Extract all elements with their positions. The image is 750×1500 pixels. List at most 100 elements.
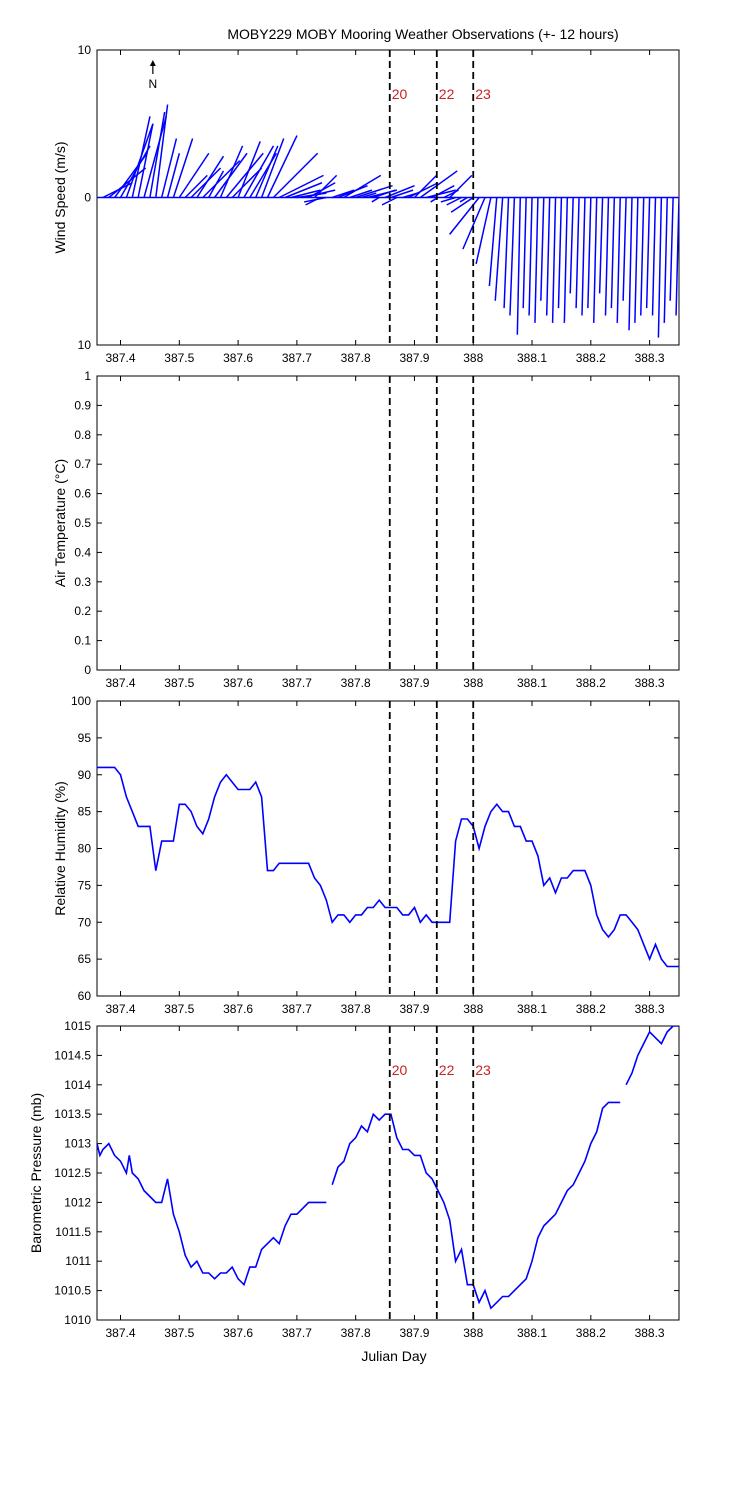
x-tick-label: 388.2 [576, 1002, 606, 1016]
wind-vector [137, 123, 154, 198]
y-tick-label: 0.2 [74, 604, 91, 618]
wind-vector [178, 152, 210, 198]
series-line [625, 1026, 679, 1086]
wind-vector [160, 138, 178, 198]
x-tick-label: 387.8 [341, 1326, 371, 1340]
wind-vector [598, 197, 604, 294]
y-tick-label: 0.6 [74, 487, 91, 501]
wind-vector [551, 197, 557, 323]
wind-vector [569, 197, 574, 294]
y-tick-label: 95 [78, 731, 92, 745]
wind-vector [494, 197, 504, 301]
wind-vector [284, 182, 323, 199]
x-tick-label: 388.2 [576, 676, 606, 690]
wind-vector [143, 116, 167, 198]
plot-data [97, 766, 679, 968]
wind-vector [237, 141, 261, 198]
event-label: 22 [439, 86, 455, 102]
wind-vector [509, 197, 516, 316]
wind-vector [431, 185, 455, 199]
x-tick-label: 387.5 [164, 1326, 194, 1340]
x-tick-label: 388.1 [517, 351, 547, 365]
wind-vector [373, 189, 396, 199]
wind-vector [243, 145, 275, 198]
y-tick-label: 1012.5 [54, 1166, 91, 1180]
wind-vector [196, 155, 225, 198]
x-tick-label: 388 [463, 1002, 483, 1016]
x-tick-label: 387.4 [105, 1002, 135, 1016]
y-axis-label: Air Temperature (°C) [52, 459, 68, 587]
wind-vector [557, 197, 563, 309]
y-axis-label: Barometric Pressure (mb) [28, 1093, 44, 1253]
y-tick-label: 1012 [64, 1195, 91, 1209]
panel-1: 387.4 387.5 387.6 387.7 387.8 387.9 388 388.1 38… [52, 43, 680, 365]
wind-vector [361, 192, 377, 199]
y-axis-label: Wind Speed (m/s) [52, 141, 68, 253]
wind-vector [610, 197, 616, 309]
wind-vector [592, 197, 598, 323]
x-tick-label: 388.2 [576, 351, 606, 365]
wind-vector [604, 197, 610, 316]
y-tick-label: 80 [78, 842, 92, 856]
wind-vector [208, 170, 225, 198]
y-tick-label: 0 [84, 191, 91, 205]
wind-vector [413, 174, 438, 199]
x-tick-label: 387.6 [223, 676, 253, 690]
wind-vector [266, 135, 298, 198]
x-tick-label: 388 [463, 676, 483, 690]
wind-vector [426, 189, 456, 199]
x-tick-label: 388.3 [635, 1326, 665, 1340]
wind-vector [663, 197, 668, 323]
panels: 387.4 387.5 387.6 387.7 387.8 387.9 388 388.1 38… [28, 43, 680, 1340]
axes-box [96, 375, 680, 671]
wind-vector [675, 197, 679, 316]
series-line [331, 1101, 621, 1310]
x-tick-label: 387.4 [105, 351, 135, 365]
wind-vector [355, 184, 393, 199]
y-tick-label: 0.8 [74, 428, 91, 442]
wind-vector [219, 145, 244, 198]
axes-box [96, 700, 680, 997]
y-tick-label: 90 [78, 768, 92, 782]
wind-vector [213, 152, 248, 198]
series-line [97, 1142, 327, 1287]
x-tick-label: 388.1 [517, 1002, 547, 1016]
wind-vector [563, 197, 569, 323]
x-tick-label: 387.7 [282, 676, 312, 690]
wind-vector [446, 196, 462, 206]
wind-vector [657, 197, 663, 338]
wind-vector [522, 197, 527, 309]
x-tick-label: 387.7 [282, 351, 312, 365]
y-tick-label: 1010.5 [54, 1284, 91, 1298]
x-tick-label: 388.3 [635, 676, 665, 690]
y-tick-label: 75 [78, 878, 92, 892]
x-tick-label: 387.5 [164, 676, 194, 690]
wind-vector [260, 138, 285, 198]
x-tick-label: 388.1 [517, 676, 547, 690]
wind-vector [587, 197, 592, 309]
wind-vector [440, 196, 456, 203]
y-tick-label: 0.5 [74, 516, 91, 530]
wind-vector [155, 104, 169, 198]
wind-vector [449, 174, 473, 199]
wind-vector [488, 197, 498, 287]
wind-vector [408, 182, 439, 199]
x-tick-label: 387.9 [399, 1326, 429, 1340]
x-tick-label: 388.2 [576, 1326, 606, 1340]
wind-vector [516, 197, 522, 335]
x-tick-label: 387.7 [282, 1326, 312, 1340]
wind-vector [503, 197, 510, 309]
wind-vector [528, 197, 533, 316]
wind-vector [381, 196, 398, 206]
wind-vector [166, 153, 181, 198]
x-tick-label: 387.5 [164, 1002, 194, 1016]
north-arrow-head-icon [149, 60, 156, 66]
x-tick-label: 388.1 [517, 1326, 547, 1340]
plot-data [97, 1026, 679, 1310]
x-tick-label: 387.8 [341, 351, 371, 365]
wind-vector [278, 174, 324, 199]
event-label: 20 [392, 1062, 408, 1078]
y-tick-label: 0.3 [74, 575, 91, 589]
y-tick-label: 1013 [64, 1137, 91, 1151]
y-tick-label: 10 [78, 43, 92, 57]
